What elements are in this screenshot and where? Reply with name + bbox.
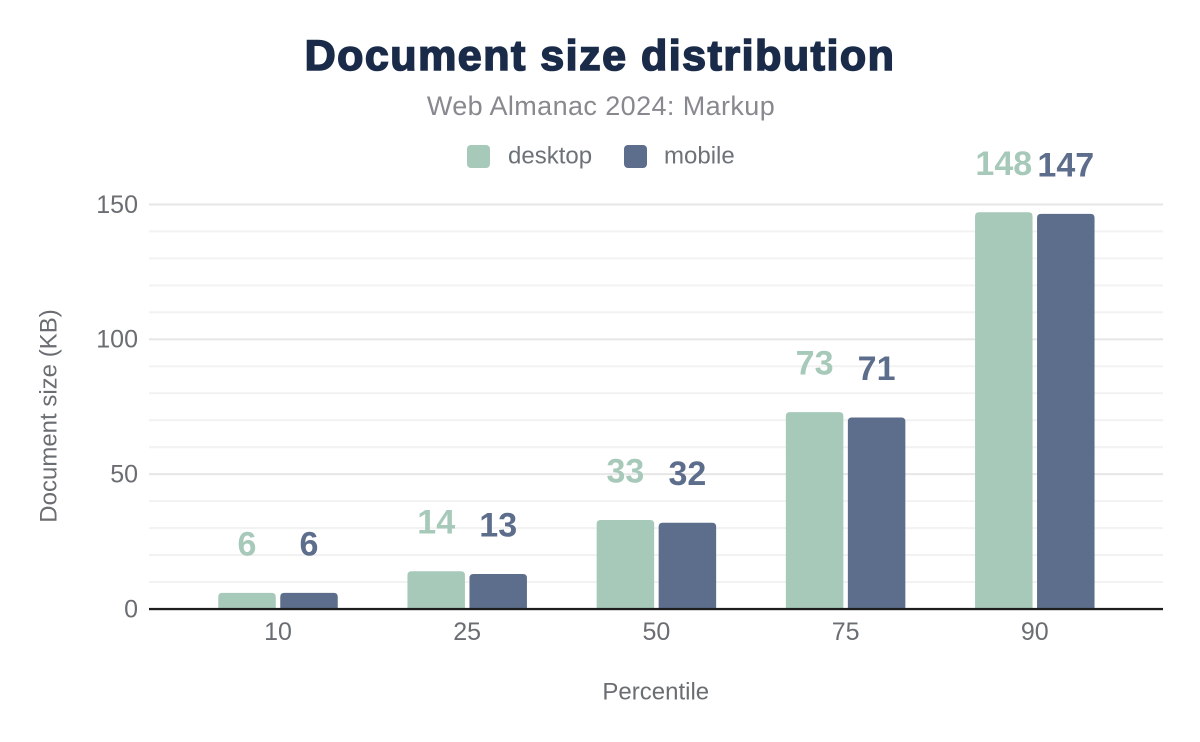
svg-text:50: 50 <box>642 618 670 646</box>
svg-text:147: 147 <box>1037 146 1094 184</box>
svg-text:50: 50 <box>110 461 138 489</box>
svg-text:6: 6 <box>300 525 319 563</box>
svg-text:10: 10 <box>264 618 292 646</box>
svg-text:14: 14 <box>417 504 455 542</box>
svg-text:6: 6 <box>238 525 257 563</box>
svg-text:148: 148 <box>975 145 1032 183</box>
svg-text:0: 0 <box>124 596 138 624</box>
svg-text:13: 13 <box>479 506 517 544</box>
svg-text:90: 90 <box>1021 618 1049 646</box>
svg-text:25: 25 <box>453 618 481 646</box>
svg-text:71: 71 <box>858 350 896 388</box>
svg-text:Document size distribution: Document size distribution <box>305 32 896 80</box>
svg-text:Web Almanac 2024: Markup: Web Almanac 2024: Markup <box>427 91 775 121</box>
svg-text:Document size (KB): Document size (KB) <box>36 309 63 522</box>
svg-text:75: 75 <box>832 618 860 646</box>
svg-text:desktop: desktop <box>508 143 592 170</box>
svg-text:100: 100 <box>96 326 138 354</box>
svg-text:Percentile: Percentile <box>602 678 709 705</box>
svg-text:150: 150 <box>96 191 138 219</box>
svg-text:32: 32 <box>668 455 706 493</box>
svg-text:mobile: mobile <box>664 143 735 170</box>
svg-text:73: 73 <box>796 345 834 383</box>
svg-text:33: 33 <box>606 453 644 491</box>
